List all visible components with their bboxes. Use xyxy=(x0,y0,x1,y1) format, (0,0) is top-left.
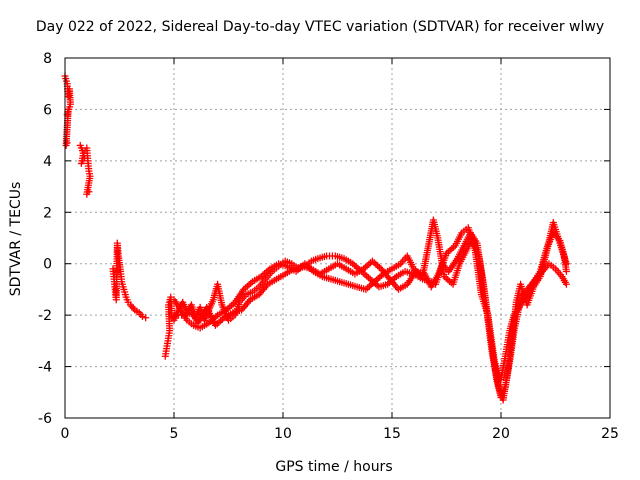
y-tick-label: 2 xyxy=(43,205,52,221)
data-point xyxy=(562,280,570,288)
grid-lines xyxy=(65,58,610,418)
data-point xyxy=(138,312,146,320)
y-tick-label: -2 xyxy=(38,308,52,324)
x-tick-label: 25 xyxy=(601,426,619,442)
y-axis-label: SDTVAR / TECUs xyxy=(8,182,24,297)
tick-labels: 0 5 10 15 20 25 -6 -4 -2 0 2 4 6 8 xyxy=(38,51,619,442)
x-tick-label: 20 xyxy=(492,426,510,442)
x-tick-label: 5 xyxy=(170,426,179,442)
chart-title: Day 022 of 2022, Sidereal Day-to-day VTE… xyxy=(36,19,604,35)
data-point xyxy=(562,267,570,275)
y-tick-label: 4 xyxy=(43,154,52,170)
y-tick-label: 6 xyxy=(43,102,52,118)
y-tick-label: -4 xyxy=(38,360,52,376)
x-tick-label: 10 xyxy=(274,426,292,442)
data-point xyxy=(142,314,150,322)
data-point xyxy=(85,188,93,196)
data-points xyxy=(61,72,570,404)
x-axis-label: GPS time / hours xyxy=(275,459,392,475)
y-tick-label: -6 xyxy=(38,411,52,427)
y-tick-label: 0 xyxy=(43,257,52,273)
x-tick-label: 15 xyxy=(383,426,401,442)
plot-frame xyxy=(64,57,611,419)
y-tick-label: 8 xyxy=(43,51,52,67)
x-tick-label: 0 xyxy=(61,426,70,442)
